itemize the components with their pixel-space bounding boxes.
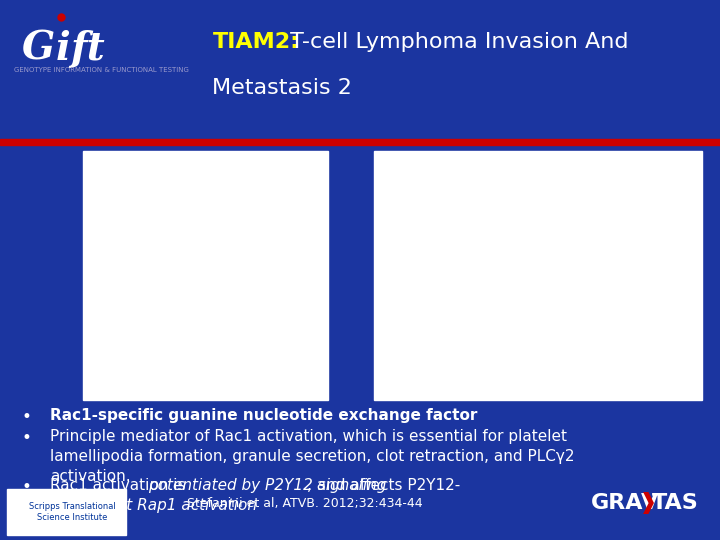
Text: ❱: ❱ [639,492,658,514]
Bar [374,151,702,400]
Text: , and affects P2Y12-: , and affects P2Y12- [307,478,461,493]
Bar [83,151,328,400]
Text: GENOTYPE INFORMATION & FUNCTIONAL TESTING: GENOTYPE INFORMATION & FUNCTIONAL TESTIN… [14,68,189,73]
Bar [0,139,720,145]
Text: ft: ft [71,30,105,68]
Text: Rac1-specific guanine nucleotide exchange factor: Rac1-specific guanine nucleotide exchang… [50,408,478,423]
Text: dependent Rap1 activation: dependent Rap1 activation [50,498,258,513]
Text: •: • [22,408,32,426]
Text: GRAV: GRAV [590,493,659,514]
Bar [7,489,126,535]
Text: TIAM2:: TIAM2: [212,32,300,52]
Text: T-cell Lymphoma Invasion And: T-cell Lymphoma Invasion And [283,32,629,52]
Text: Stefanini et al, ATVB. 2012;32:434-44: Stefanini et al, ATVB. 2012;32:434-44 [187,497,423,510]
Text: Principle mediator of Rac1 activation, which is essential for platelet
lamellipo: Principle mediator of Rac1 activation, w… [50,429,575,484]
Text: •: • [22,429,32,447]
Text: Scripps Translational
Science Institute: Scripps Translational Science Institute [30,502,116,522]
Text: i: i [56,30,71,68]
Text: potentiated by P2Y12 signaling: potentiated by P2Y12 signaling [148,478,386,493]
Text: G: G [22,30,55,68]
Text: TAS: TAS [652,493,698,514]
Text: Metastasis 2: Metastasis 2 [212,78,352,98]
Text: Rac1 activation is: Rac1 activation is [50,478,191,493]
Text: •: • [22,478,32,496]
